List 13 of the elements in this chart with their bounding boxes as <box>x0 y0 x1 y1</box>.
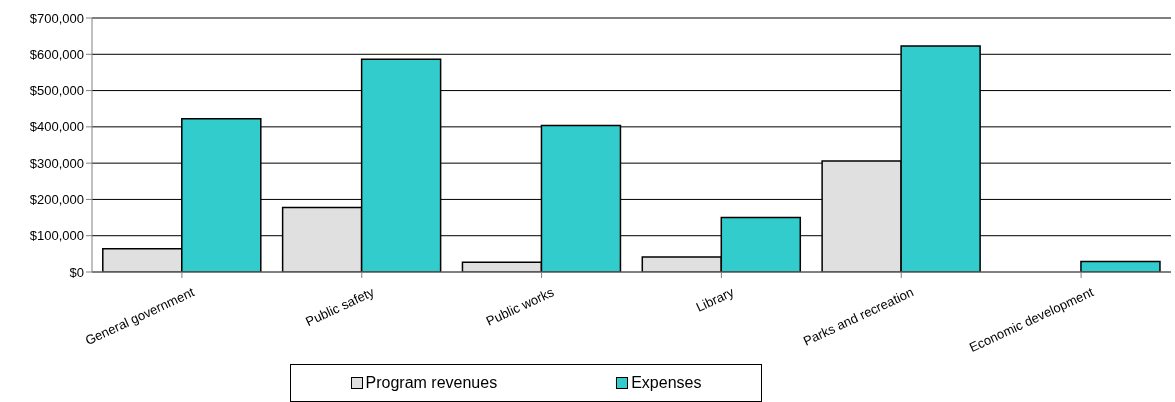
y-tick-label: $200,000 <box>29 192 84 208</box>
y-tick-label: $500,000 <box>29 83 84 99</box>
x-tick-label: Public works <box>483 284 557 329</box>
bar <box>1080 260 1161 272</box>
x-tick-label: Public safety <box>303 284 377 330</box>
y-tick-label: $600,000 <box>29 46 84 62</box>
y-tick-label: $100,000 <box>29 228 84 244</box>
y-tick-label: $400,000 <box>29 119 84 135</box>
y-tick-label: $0 <box>69 264 84 280</box>
y-tick-label: $700,000 <box>29 10 84 26</box>
legend-label: Expenses <box>630 374 702 392</box>
y-tick-label: $300,000 <box>29 155 84 171</box>
legend-label: Program revenues <box>364 374 498 392</box>
